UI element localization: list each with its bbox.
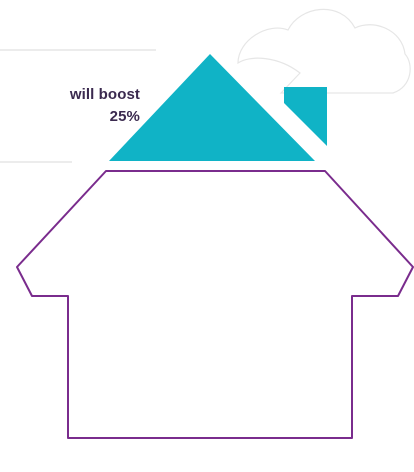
callout-line-2: 25% xyxy=(109,108,140,125)
chimney-icon xyxy=(284,87,327,146)
callout-line-1: will boost xyxy=(69,86,140,103)
roof-icon xyxy=(109,54,315,161)
house-icon xyxy=(16,170,414,439)
boost-callout: will boost 25% xyxy=(0,84,140,128)
cloud-icon xyxy=(237,8,411,94)
